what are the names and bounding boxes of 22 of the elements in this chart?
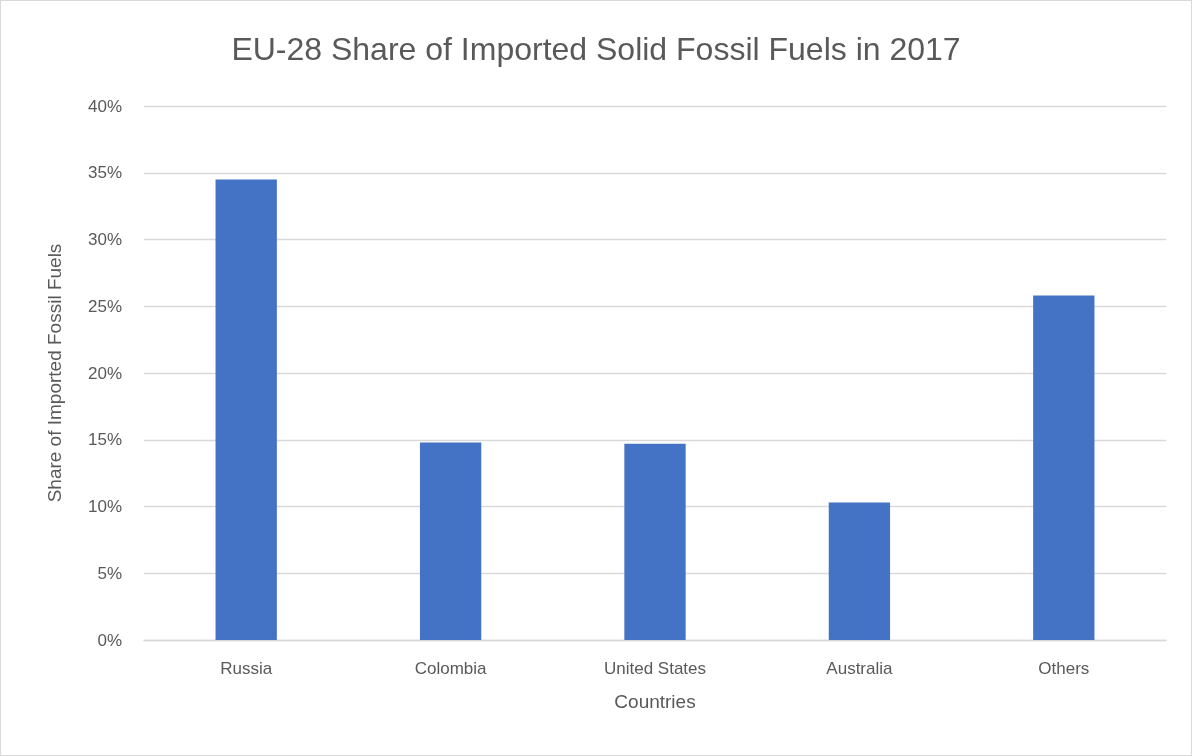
y-tick-label: 15% <box>87 430 122 450</box>
y-tick-label: 5% <box>97 563 122 583</box>
x-axis-title: Countries <box>614 691 696 712</box>
bar <box>215 179 277 640</box>
bar <box>624 443 686 640</box>
x-tick-label: Russia <box>220 659 273 678</box>
x-tick-label: Colombia <box>414 659 488 678</box>
x-tick-label: Australia <box>826 659 894 678</box>
y-tick-label: 25% <box>87 296 122 316</box>
bar <box>828 502 891 640</box>
y-tick-label: 30% <box>87 230 122 249</box>
y-axis-title: Share of Imported Fossil Fuels <box>44 243 65 503</box>
y-tick-label: 40% <box>87 96 122 116</box>
y-tick-label: 20% <box>87 363 122 383</box>
y-tick-label: 35% <box>87 163 122 183</box>
x-tick-label: United States <box>603 659 707 678</box>
chart-title: EU-28 Share of Imported Solid Fossil Fuels in 2017 <box>231 31 961 67</box>
y-tick-label: 0% <box>97 630 122 650</box>
y-tick-label: 10% <box>87 497 122 516</box>
x-tick-label: Others <box>1038 659 1090 678</box>
bar <box>1033 295 1095 640</box>
bar <box>419 442 482 640</box>
